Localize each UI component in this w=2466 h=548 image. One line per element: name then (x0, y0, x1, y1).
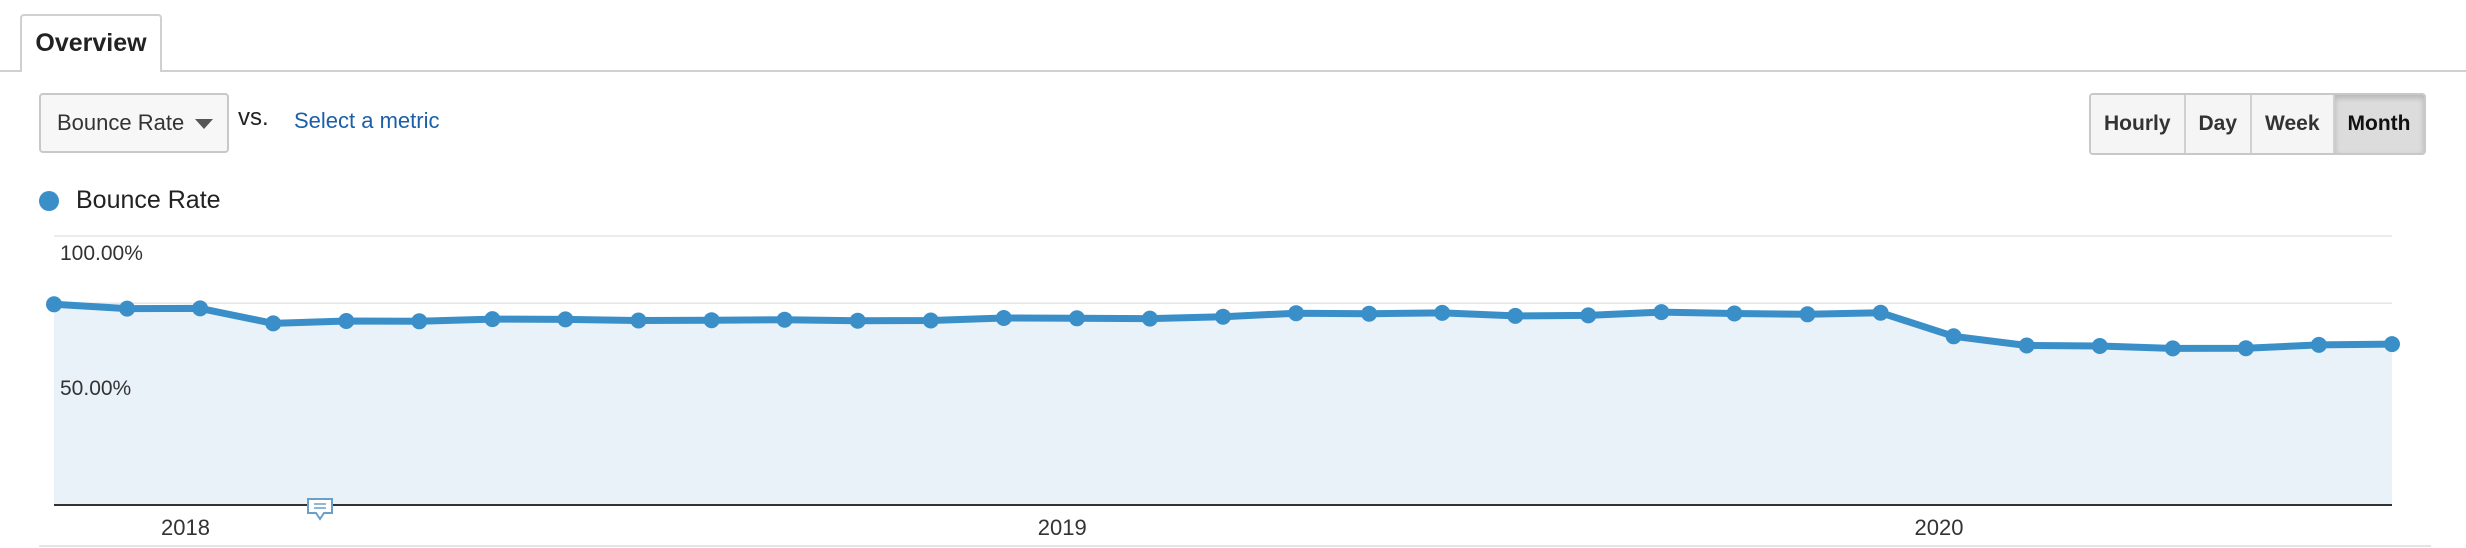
annotation-bubble (307, 498, 333, 521)
data-point[interactable] (411, 313, 428, 330)
data-point[interactable] (1215, 308, 1231, 325)
data-point[interactable] (265, 315, 282, 332)
tab-overview[interactable]: Overview (20, 14, 162, 70)
data-point[interactable] (2310, 336, 2327, 353)
data-point[interactable] (1141, 310, 1158, 327)
data-point[interactable] (2018, 337, 2035, 354)
x-year-label: 2019 (1038, 515, 1087, 540)
data-point[interactable] (1580, 307, 1597, 324)
data-point[interactable] (338, 313, 355, 329)
data-point[interactable] (46, 296, 62, 313)
data-point[interactable] (1361, 305, 1378, 322)
data-point[interactable] (192, 300, 209, 317)
data-point[interactable] (1434, 304, 1451, 321)
legend-swatch (39, 190, 59, 211)
data-point[interactable] (2091, 338, 2108, 354)
data-point[interactable] (119, 300, 136, 317)
data-point[interactable] (1726, 305, 1743, 322)
data-point[interactable] (703, 312, 720, 329)
annotation-icon[interactable] (307, 498, 333, 521)
data-point[interactable] (922, 312, 939, 329)
metric-select[interactable]: Bounce Rate (39, 93, 229, 153)
data-point[interactable] (630, 312, 647, 329)
data-point[interactable] (1945, 328, 1962, 345)
series-area (54, 304, 2392, 505)
data-point[interactable] (1653, 304, 1670, 321)
data-point[interactable] (1799, 306, 1816, 323)
day-button[interactable]: Day (2185, 95, 2253, 153)
tab-underline-cover (22, 68, 160, 72)
granularity-toggle: Hourly Day Week Month (2089, 93, 2426, 155)
hourly-button[interactable]: Hourly (2091, 95, 2186, 153)
data-point[interactable] (2384, 336, 2400, 353)
data-point[interactable] (2237, 340, 2254, 357)
x-year-label: 2018 (161, 515, 210, 540)
series-points (46, 296, 2400, 357)
legend-label: Bounce Rate (76, 186, 221, 214)
data-point[interactable] (484, 311, 501, 328)
vs-label: vs. (238, 104, 269, 131)
chevron-down-icon (195, 119, 213, 129)
y-tick-label: 50.00% (60, 377, 131, 400)
x-year-label: 2020 (1915, 515, 1964, 540)
y-tick-label: 100.00% (60, 242, 143, 265)
week-button[interactable]: Week (2252, 95, 2335, 153)
chart-bottom-border (39, 545, 2431, 547)
data-point[interactable] (849, 312, 866, 329)
data-point[interactable] (1507, 307, 1524, 324)
month-button[interactable]: Month (2334, 95, 2424, 153)
metric-select-label: Bounce Rate (57, 110, 185, 135)
tab-bar (0, 0, 2466, 72)
chart-legend: Bounce Rate (39, 186, 221, 215)
data-point[interactable] (1288, 305, 1305, 322)
data-point[interactable] (1872, 304, 1889, 321)
select-metric-link[interactable]: Select a metric (294, 108, 440, 133)
data-point[interactable] (776, 311, 793, 328)
data-point[interactable] (1068, 310, 1085, 327)
data-point[interactable] (2164, 340, 2181, 357)
data-point[interactable] (995, 310, 1012, 326)
data-point[interactable] (557, 311, 574, 328)
line-chart: 100.00% 50.00% 2018 2019 2020 (46, 235, 2400, 540)
